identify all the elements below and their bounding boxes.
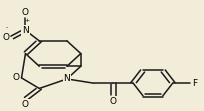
Text: O: O bbox=[3, 33, 10, 42]
Text: O: O bbox=[22, 100, 29, 109]
Text: O: O bbox=[22, 8, 29, 17]
Text: -: - bbox=[6, 25, 8, 30]
Text: +: + bbox=[25, 18, 30, 23]
Text: O: O bbox=[109, 97, 116, 106]
Text: N: N bbox=[22, 26, 29, 35]
Text: O: O bbox=[12, 73, 19, 82]
Text: F: F bbox=[192, 79, 197, 88]
Text: N: N bbox=[63, 74, 70, 83]
